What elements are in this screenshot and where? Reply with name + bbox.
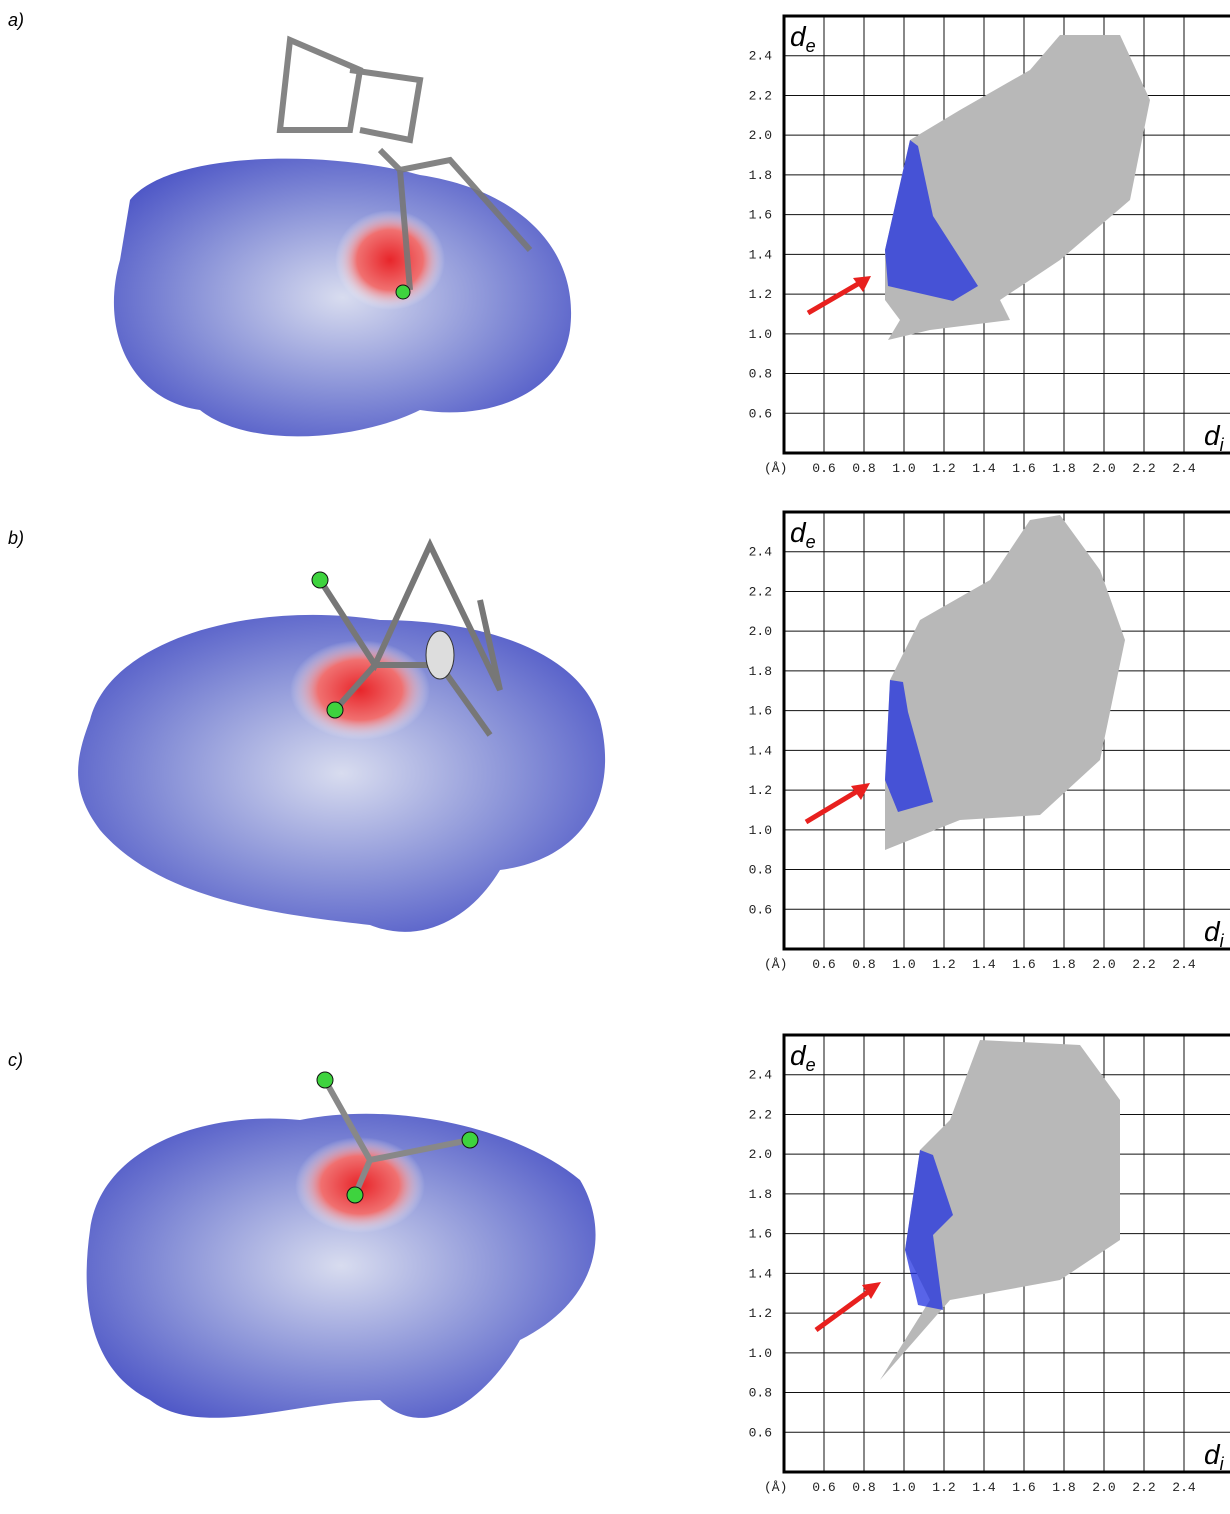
x-axis-label-main: d <box>1204 1439 1221 1470</box>
x-tick-label: 1.2 <box>932 461 955 476</box>
y-tick-label: 1.4 <box>749 743 773 758</box>
y-axis-label-main: d <box>790 21 807 52</box>
unit-label: (Å) <box>764 461 787 476</box>
x-axis-label-main: d <box>1204 916 1221 947</box>
y-tick-label: 2.4 <box>749 49 773 64</box>
y-axis-label-main: d <box>790 1040 807 1071</box>
x-tick-label: 1.2 <box>932 957 955 972</box>
y-tick-label: 2.2 <box>749 584 772 599</box>
y-tick-label: 2.0 <box>749 624 772 639</box>
x-tick-label: 2.4 <box>1172 1480 1196 1495</box>
y-tick-label: 1.0 <box>749 327 772 342</box>
y-tick-label: 1.2 <box>749 287 772 302</box>
y-axis-label-main: d <box>790 517 807 548</box>
y-tick-label: 1.6 <box>749 208 772 223</box>
x-tick-label: 0.8 <box>852 957 875 972</box>
x-tick-label: 1.8 <box>1052 461 1075 476</box>
x-tick-label: 2.4 <box>1172 461 1196 476</box>
x-tick-label: 1.0 <box>892 1480 915 1495</box>
x-tick-label: 1.4 <box>972 1480 996 1495</box>
y-tick-label: 0.6 <box>749 902 772 917</box>
x-tick-label: 1.6 <box>1012 957 1035 972</box>
y-tick-label: 2.0 <box>749 1147 772 1162</box>
y-tick-label: 0.6 <box>749 406 772 421</box>
y-tick-label: 1.0 <box>749 823 772 838</box>
x-tick-label: 2.2 <box>1132 957 1155 972</box>
x-tick-label: 2.2 <box>1132 461 1155 476</box>
x-tick-label: 1.0 <box>892 461 915 476</box>
y-tick-label: 1.6 <box>749 704 772 719</box>
y-tick-label: 0.6 <box>749 1425 772 1440</box>
x-tick-label: 1.6 <box>1012 461 1035 476</box>
x-axis-label-main: d <box>1204 420 1221 451</box>
x-tick-label: 2.4 <box>1172 957 1196 972</box>
x-tick-label: 0.6 <box>812 957 835 972</box>
x-tick-label: 2.0 <box>1092 957 1115 972</box>
y-tick-label: 2.0 <box>749 128 772 143</box>
x-tick-label: 0.8 <box>852 1480 875 1495</box>
y-tick-label: 0.8 <box>749 367 772 382</box>
x-tick-label: 1.4 <box>972 461 996 476</box>
x-tick-label: 0.6 <box>812 1480 835 1495</box>
y-tick-label: 2.4 <box>749 1068 773 1083</box>
y-tick-label: 1.0 <box>749 1346 772 1361</box>
y-tick-label: 2.2 <box>749 88 772 103</box>
surface-b <box>78 545 605 932</box>
x-tick-label: 1.8 <box>1052 1480 1075 1495</box>
y-tick-label: 2.4 <box>749 545 773 560</box>
fingerprint-plot: 0.6 0.8 1.0 1.2 1.4 1.6 1.8 2.0 2.2 2.4 0.6 0.8 1.0 1… <box>740 13 1230 488</box>
y-tick-label: 1.2 <box>749 1306 772 1321</box>
figure: a) b) c) <box>0 0 1230 1514</box>
x-tick-label: 1.0 <box>892 957 915 972</box>
x-tick-label: 0.6 <box>812 461 835 476</box>
fingerprint-plot: 0.6 0.8 1.0 1.2 1.4 1.6 1.8 2.0 2.2 2.4 0.6 0.8 1.0 1… <box>740 1032 1230 1507</box>
y-tick-label: 0.8 <box>749 1386 772 1401</box>
surface-c <box>87 1072 596 1418</box>
y-tick-label: 1.4 <box>749 1266 773 1281</box>
y-tick-label: 1.2 <box>749 783 772 798</box>
y-axis-label-sub: e <box>806 36 816 56</box>
y-tick-label: 2.2 <box>749 1107 772 1122</box>
y-tick-label: 1.8 <box>749 664 772 679</box>
x-tick-label: 2.0 <box>1092 1480 1115 1495</box>
y-axis-label-sub: e <box>806 1055 816 1075</box>
y-tick-label: 1.4 <box>749 247 773 262</box>
y-tick-label: 0.8 <box>749 863 772 878</box>
y-tick-label: 1.6 <box>749 1227 772 1242</box>
surface-a <box>114 40 571 436</box>
unit-label: (Å) <box>764 1480 787 1495</box>
x-tick-label: 1.6 <box>1012 1480 1035 1495</box>
x-tick-label: 2.0 <box>1092 461 1115 476</box>
x-tick-label: 1.4 <box>972 957 996 972</box>
x-tick-label: 0.8 <box>852 461 875 476</box>
y-axis-label-sub: e <box>806 532 816 552</box>
x-tick-label: 1.2 <box>932 1480 955 1495</box>
x-tick-label: 1.8 <box>1052 957 1075 972</box>
unit-label: (Å) <box>764 957 787 972</box>
y-tick-label: 1.8 <box>749 168 772 183</box>
y-tick-label: 1.8 <box>749 1187 772 1202</box>
x-tick-label: 2.2 <box>1132 1480 1155 1495</box>
fingerprint-plot: 0.6 0.8 1.0 1.2 1.4 1.6 1.8 2.0 2.2 2.4 0.6 0.8 1.0 1… <box>740 509 1230 984</box>
molecule-surfaces <box>0 0 700 1514</box>
